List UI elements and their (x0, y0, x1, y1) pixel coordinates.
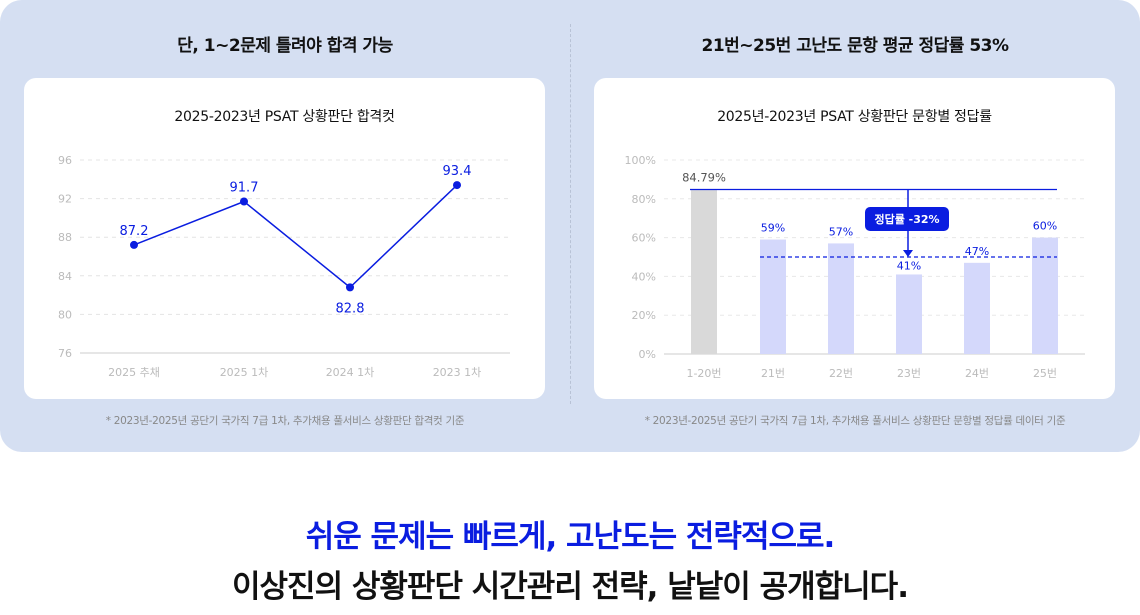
right-note: * 2023년-2025년 공단기 국가직 7급 1차, 추가채용 풀서비스 상… (644, 415, 1066, 427)
bar (1032, 237, 1058, 354)
tagline-line2: 이상진의 상황판단 시간관리 전략, 낱낱이 공개합니다. (232, 569, 909, 605)
annotation-badge (865, 207, 949, 231)
data-point (346, 283, 354, 292)
y-tick-label: 20% (632, 309, 656, 322)
left-note: * 2023년-2025년 공단기 국가직 7급 1차, 추가채용 풀서비스 상… (105, 415, 465, 427)
data-label: 59% (761, 222, 785, 235)
bar-chart-title: 2025년-2023년 PSAT 상황판단 문항별 정답률 (717, 109, 992, 125)
data-point (240, 197, 248, 206)
data-label: 57% (829, 225, 853, 238)
bar (691, 189, 717, 354)
divider (570, 24, 571, 404)
y-tick-label: 40% (632, 270, 656, 283)
data-label: 47% (965, 245, 989, 258)
bar (760, 239, 786, 354)
annotation-label: 정답률 -32% (874, 212, 939, 226)
data-label: 41% (897, 259, 921, 272)
series-line (133, 184, 458, 289)
data-point (130, 240, 138, 249)
charts-canvas: 76 80 84 88 92 96 87.2 2025 추채 91.7 2025 1차 82.8 20… (58, 154, 1085, 380)
y-tick-label: 100% (625, 154, 656, 167)
y-tick-label: 84 (58, 270, 72, 283)
data-point (453, 181, 461, 190)
x-tick-label: 24번 (965, 367, 989, 380)
x-tick-label: 2023 1차 (433, 366, 482, 379)
y-tick-label: 60% (632, 232, 656, 245)
bar (896, 274, 922, 354)
data-label: 91.7 (230, 180, 259, 195)
line-chart-card: 2025-2023년 PSAT 상황판단 합격컷 (24, 78, 545, 399)
x-tick-label: 2024 1차 (326, 366, 375, 379)
data-label: 60% (1033, 220, 1057, 233)
data-label: 93.4 (443, 164, 472, 179)
y-tick-label: 92 (58, 193, 72, 206)
y-tick-label: 80 (58, 308, 72, 321)
tagline-line1: 쉬운 문제는 빠르게, 고난도는 전략적으로. (305, 519, 836, 555)
x-tick-label: 22번 (829, 367, 853, 380)
x-tick-label: 21번 (761, 367, 785, 380)
bar (828, 243, 854, 354)
line-chart-title: 2025-2023년 PSAT 상황판단 합격컷 (174, 109, 395, 125)
x-tick-label: 23번 (897, 367, 921, 380)
x-tick-label: 2025 추채 (108, 366, 160, 379)
data-label: 82.8 (336, 301, 365, 316)
data-label: 87.2 (120, 224, 149, 239)
y-tick-label: 80% (632, 193, 656, 206)
y-tick-label: 0% (639, 348, 656, 361)
y-tick-label: 76 (58, 347, 72, 360)
right-heading: 21번~25번 고난도 문항 평균 정답률 53% (701, 36, 1009, 56)
y-tick-label: 88 (58, 231, 72, 244)
data-label: 84.79% (682, 171, 726, 185)
x-tick-label: 2025 1차 (220, 366, 269, 379)
bar (964, 262, 990, 354)
x-tick-label: 25번 (1033, 367, 1057, 380)
x-tick-label: 1-20번 (686, 367, 721, 380)
left-heading: 단, 1~2문제 틀려야 합격 가능 (177, 36, 393, 56)
bar-chart-card: 2025년-2023년 PSAT 상황판단 문항별 정답률 (594, 78, 1115, 399)
arrow-down-icon (903, 250, 913, 257)
y-tick-label: 96 (58, 154, 72, 167)
